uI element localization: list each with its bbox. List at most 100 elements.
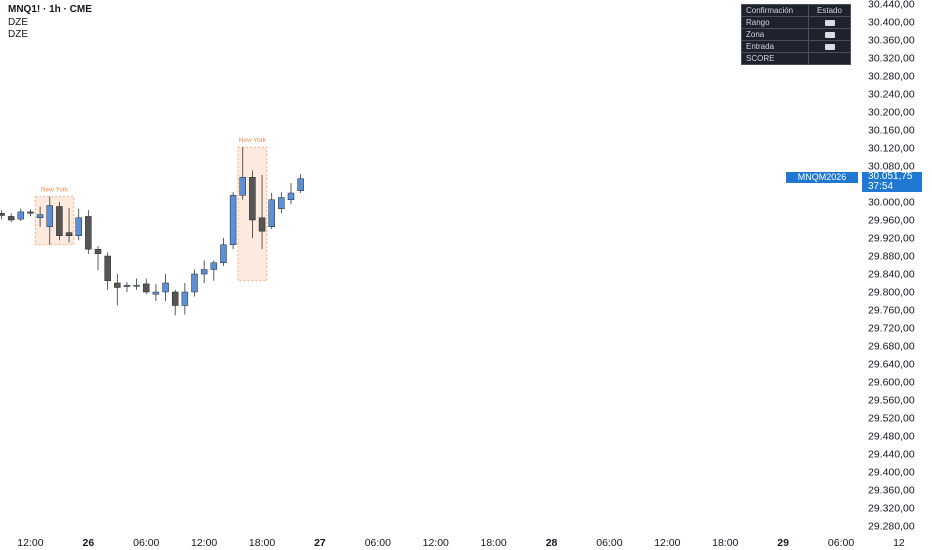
candle-body [94,249,102,254]
candle [7,213,15,223]
price-tick-label: 29.560,00 [868,395,915,407]
candle-body [0,213,5,216]
candle [143,278,150,295]
time-tick-label: 06:00 [365,537,391,549]
candle [210,260,218,281]
candle-body [200,269,208,275]
candle-body [171,291,179,306]
price-tick-label: 30.200,00 [868,107,915,119]
time-tick-label: 26 [83,537,95,549]
time-tick-label: 29 [777,537,789,549]
time-tick-label: 12:00 [17,537,43,549]
price-tick-label: 30.280,00 [868,71,915,83]
candle [27,209,34,217]
price-tick-label: 30.360,00 [868,35,915,47]
price-tick-label: 29.880,00 [868,251,915,263]
candle-body [143,283,150,293]
candle-body [133,285,140,287]
last-price-value: 30.051,75 [868,171,913,182]
price-tick-label: 29.760,00 [868,305,915,317]
price-tick-label: 29.800,00 [868,287,915,299]
table-header-estado: Estado [808,4,851,17]
candle-body [75,217,82,236]
candle [46,196,53,245]
state-cell [808,40,851,53]
candle [287,183,295,205]
session-label: New York [239,137,267,144]
candle-body [123,285,131,287]
candle [297,174,304,193]
table-row: Zona [741,28,851,41]
symbol-title[interactable]: MNQ1! · 1h · CME [8,4,92,15]
price-tick-label: 29.920,00 [868,233,915,245]
bar-countdown: 37:54 [868,181,894,192]
price-tick-label: 29.360,00 [868,485,915,497]
table-row: Entrada [741,40,851,53]
row-label: SCORE [741,52,809,65]
candle [171,289,179,316]
time-tick-label: 12 [893,537,905,549]
row-label: Rango [741,16,809,29]
time-tick-label: 12:00 [423,537,449,549]
candle [75,208,82,241]
table-row: SCORE [741,52,851,65]
contract-badge[interactable]: MNQM2026 [786,172,858,183]
candle [220,238,227,266]
candle-body [46,205,53,228]
candle [229,192,237,250]
candles [0,147,304,316]
time-tick-label: 18:00 [481,537,507,549]
state-cell [808,16,851,29]
state-indicator [824,31,835,38]
indicator-label[interactable]: DZE [8,16,28,28]
price-tick-label: 30.320,00 [868,53,915,65]
state-indicator [824,43,835,50]
candle-body [114,282,121,288]
candle [200,260,208,283]
price-tick-label: 29.640,00 [868,359,915,371]
price-tick-label: 30.240,00 [868,89,915,101]
candle-body [297,178,304,191]
price-axis[interactable]: 30.440,00 30.400,00 30.360,00 30.320,00 30.2… [868,0,915,533]
candle-body [27,211,34,214]
price-tick-label: 29.600,00 [868,377,915,389]
last-price-label[interactable]: 30.051,75 37:54 [862,172,922,192]
session-label: New York [41,187,69,194]
candle-body [162,282,169,293]
candle [278,192,285,214]
candle-body [249,177,256,221]
state-cell [808,52,851,65]
price-tick-label: 29.720,00 [868,323,915,335]
indicator-label[interactable]: DZE [8,29,28,40]
candle-body [220,244,227,263]
price-tick-label: 29.680,00 [868,341,915,353]
candle [56,202,63,241]
time-axis[interactable]: 12:00 26 06:00 12:00 18:00 27 06:00 12:00 18:00 2… [17,537,905,549]
confirmation-table: Confirmación Estado Rango Zona Entrada S… [741,4,851,65]
candle [181,283,189,315]
candle [162,274,169,301]
table-header-confirmacion: Confirmación [741,4,809,17]
candle [114,274,121,306]
candle-body [36,214,44,219]
candle-body [152,291,160,295]
price-tick-label: 29.480,00 [868,431,915,443]
candle [239,147,246,200]
candle [191,269,198,297]
candle-body [239,177,246,196]
price-tick-label: 30.080,00 [868,161,915,173]
state-cell [808,28,851,41]
candle-body [229,195,237,245]
candle-body [104,255,111,281]
candle [65,208,73,243]
row-label: Zona [741,28,809,41]
candle [36,206,44,227]
price-tick-label: 30.160,00 [868,125,915,137]
candle-body [278,197,285,209]
candle-body [56,206,63,236]
candle-body [191,273,198,293]
time-tick-label: 06:00 [828,537,854,549]
candle [94,246,102,271]
time-tick-label: 18:00 [249,537,275,549]
